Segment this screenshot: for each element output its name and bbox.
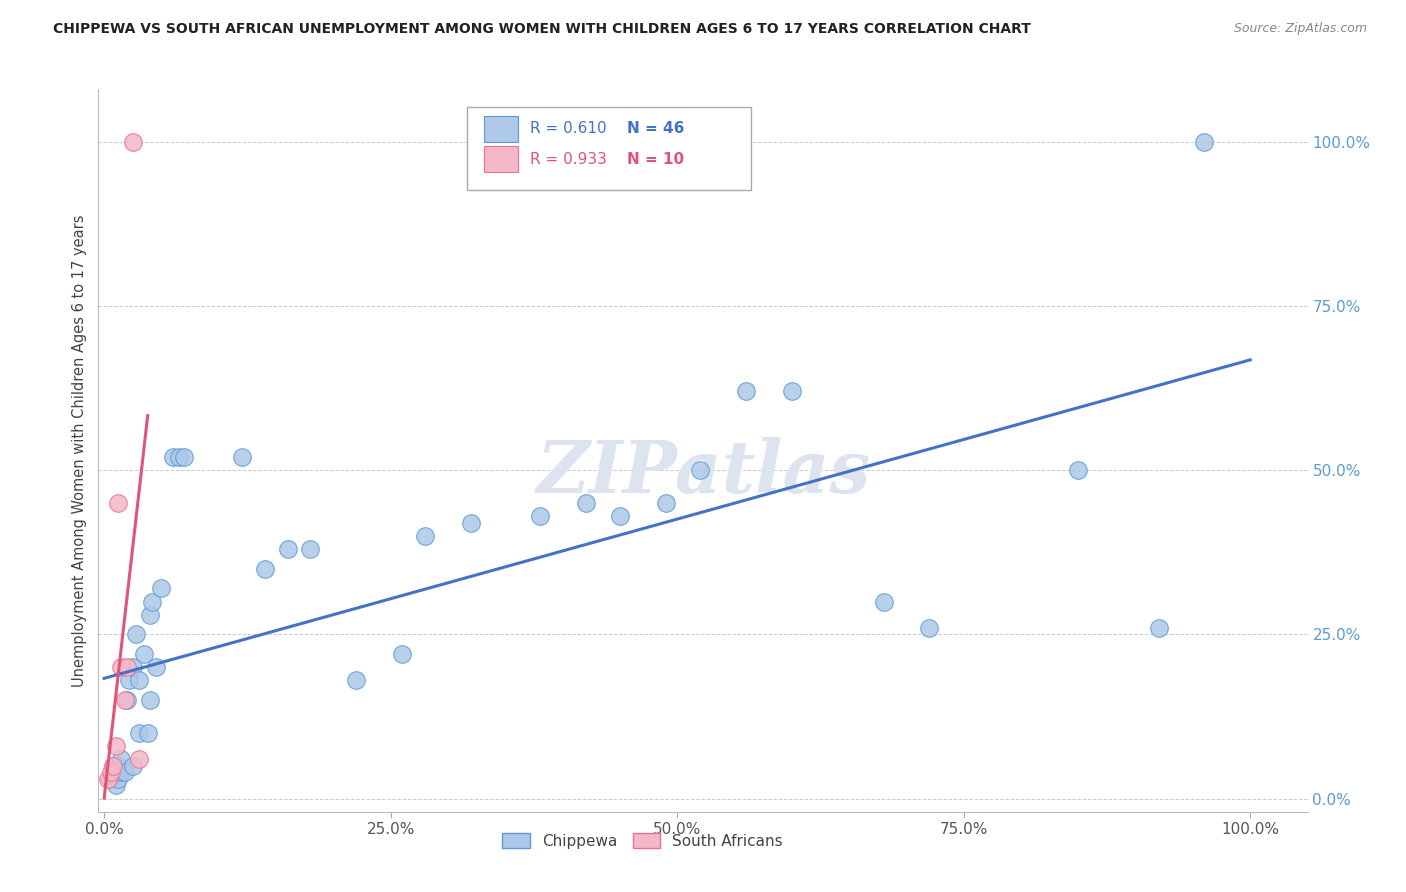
Point (128, 726, 150, 740)
Point (107, 772, 129, 786)
Point (115, 693, 138, 707)
Text: CHIPPEWA VS SOUTH AFRICAN UNEMPLOYMENT AMONG WOMEN WITH CHILDREN AGES 6 TO 17 YE: CHIPPEWA VS SOUTH AFRICAN UNEMPLOYMENT A… (53, 22, 1032, 37)
Point (391, 647, 413, 661)
Point (121, 758, 143, 772)
Point (121, 660, 143, 674)
Bar (484, 146, 517, 172)
Point (689, 463, 711, 477)
Text: R = 0.610: R = 0.610 (530, 121, 607, 136)
Point (1194, 135, 1216, 149)
Point (107, 496, 129, 510)
Point (121, 135, 143, 149)
Point (872, 594, 894, 608)
Point (735, 384, 758, 399)
Bar (484, 116, 517, 142)
Point (104, 739, 127, 753)
Legend: Chippewa, South Africans: Chippewa, South Africans (496, 827, 789, 855)
Point (114, 693, 136, 707)
Point (110, 660, 132, 674)
Point (141, 594, 163, 608)
Point (277, 541, 299, 556)
Point (103, 758, 125, 772)
Point (231, 450, 253, 464)
Point (139, 693, 162, 707)
Point (97, 772, 120, 786)
Point (655, 496, 678, 510)
Point (114, 765, 136, 780)
Text: ZIPatlas: ZIPatlas (536, 437, 870, 508)
Point (173, 450, 195, 464)
Point (108, 758, 131, 772)
Point (115, 660, 138, 674)
Point (128, 752, 150, 766)
Point (104, 779, 127, 793)
Point (118, 673, 141, 688)
Point (253, 562, 276, 576)
Text: N = 46: N = 46 (627, 121, 685, 136)
Point (104, 765, 127, 780)
Point (344, 673, 367, 688)
Point (574, 496, 596, 510)
Point (413, 529, 436, 543)
Point (110, 752, 132, 766)
Point (780, 384, 803, 399)
Point (145, 660, 167, 674)
Point (1147, 621, 1170, 635)
Text: Source: ZipAtlas.com: Source: ZipAtlas.com (1233, 22, 1367, 36)
Point (136, 726, 159, 740)
Text: N = 10: N = 10 (627, 152, 683, 167)
Point (100, 765, 122, 780)
Point (460, 516, 482, 530)
Point (299, 541, 322, 556)
FancyBboxPatch shape (467, 107, 751, 190)
Point (110, 765, 132, 780)
Point (167, 450, 190, 464)
Point (1067, 463, 1090, 477)
Point (918, 621, 941, 635)
Y-axis label: Unemployment Among Women with Children Ages 6 to 17 years: Unemployment Among Women with Children A… (72, 214, 87, 687)
Point (125, 627, 148, 641)
Point (134, 647, 156, 661)
Text: R = 0.933: R = 0.933 (530, 152, 607, 167)
Point (529, 509, 551, 524)
Point (150, 582, 173, 596)
Point (139, 607, 162, 622)
Point (128, 673, 150, 688)
Point (98, 772, 121, 786)
Point (609, 509, 631, 524)
Point (103, 758, 125, 772)
Point (162, 450, 184, 464)
